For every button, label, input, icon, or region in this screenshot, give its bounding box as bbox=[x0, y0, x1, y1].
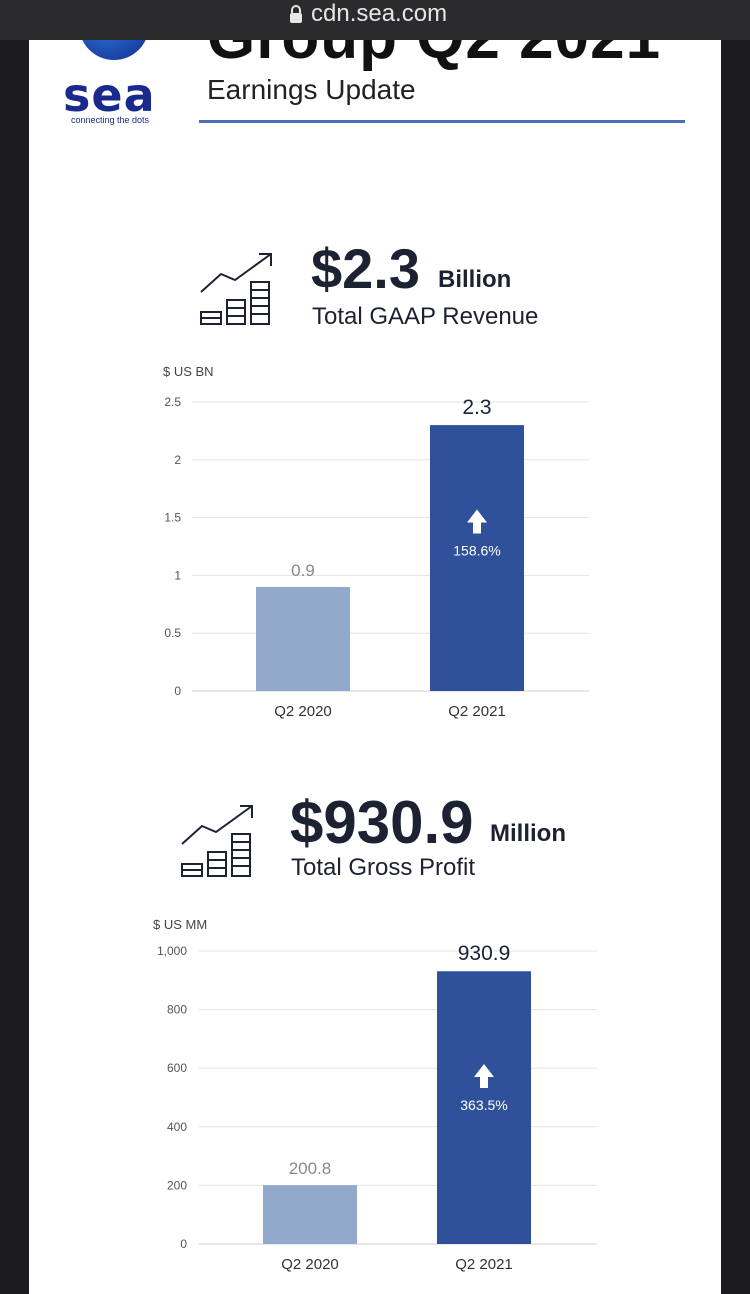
x-tick-label: Q2 2020 bbox=[281, 1256, 339, 1273]
kpi-revenue-unit: Billion bbox=[438, 266, 512, 293]
x-tick-label: Q2 2021 bbox=[448, 703, 506, 720]
sea-logo-globe-icon bbox=[79, 40, 149, 60]
y-tick-label: 2.5 bbox=[164, 395, 181, 409]
y-tick-label: 400 bbox=[167, 1120, 187, 1134]
browser-url-bar[interactable]: cdn.sea.com bbox=[0, 0, 750, 40]
kpi-gross-profit-value: $930.9 bbox=[290, 789, 474, 856]
data-label: 0.9 bbox=[291, 561, 315, 580]
x-tick-label: Q2 2020 bbox=[274, 703, 332, 720]
y-tick-label: 1,000 bbox=[157, 944, 187, 958]
revenue-bar-chart: $ US BN 0 0.5 1 1.5 2 2.5 0.9 Q2 2020 2.3 Q2 2021 1… bbox=[163, 364, 589, 720]
data-label: 2.3 bbox=[462, 396, 491, 419]
growth-up-arrow-icon bbox=[467, 509, 487, 534]
growth-chart-icon bbox=[200, 253, 272, 325]
y-axis-label: $ US BN bbox=[163, 364, 214, 379]
growth-up-arrow-icon bbox=[474, 1063, 494, 1088]
kpi-revenue-value: $2.3 bbox=[311, 237, 420, 300]
bar-q2-2021 bbox=[437, 971, 531, 1244]
data-label: 930.9 bbox=[458, 942, 511, 965]
bar-q2-2020 bbox=[263, 1185, 357, 1244]
title-divider bbox=[199, 120, 685, 123]
growth-percent-label: 363.5% bbox=[460, 1097, 507, 1113]
y-tick-label: 0.5 bbox=[164, 626, 181, 640]
logo-text: sea bbox=[63, 68, 156, 122]
y-tick-label: 0 bbox=[180, 1237, 187, 1251]
logo-tagline: connecting the dots bbox=[71, 115, 150, 125]
lock-icon bbox=[290, 5, 302, 23]
kpi-revenue-label: Total GAAP Revenue bbox=[312, 303, 539, 330]
page-content: sea connecting the dots Group Q2 2021 Ea… bbox=[29, 40, 721, 1294]
y-axis-label: $ US MM bbox=[153, 917, 207, 932]
y-tick-label: 600 bbox=[167, 1061, 187, 1075]
kpi-gross-profit-unit: Million bbox=[490, 820, 566, 847]
y-tick-label: 1 bbox=[174, 568, 181, 582]
url-text[interactable]: cdn.sea.com bbox=[311, 0, 448, 27]
page-title: Group Q2 2021 bbox=[207, 40, 661, 73]
y-tick-label: 200 bbox=[167, 1178, 187, 1192]
growth-percent-label: 158.6% bbox=[453, 542, 500, 558]
page-subtitle: Earnings Update bbox=[207, 74, 416, 105]
bar-q2-2021 bbox=[430, 425, 524, 691]
y-tick-label: 800 bbox=[167, 1003, 187, 1017]
x-tick-label: Q2 2021 bbox=[455, 1256, 513, 1273]
y-tick-label: 0 bbox=[174, 684, 181, 698]
kpi-gross-profit-label: Total Gross Profit bbox=[291, 854, 476, 881]
y-tick-label: 2 bbox=[174, 453, 181, 467]
growth-chart-icon bbox=[181, 805, 253, 877]
y-tick-label: 1.5 bbox=[164, 511, 181, 525]
bar-q2-2020 bbox=[256, 586, 350, 691]
data-label: 200.8 bbox=[289, 1159, 332, 1178]
gross-profit-bar-chart: $ US MM 0 200 400 600 800 1,000 200.8 Q2 2020 930… bbox=[153, 917, 597, 1273]
